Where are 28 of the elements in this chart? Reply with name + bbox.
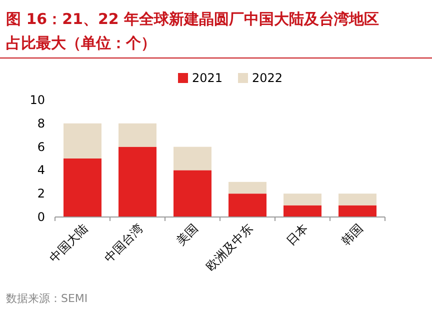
x-tick-label: 欧洲及中东 [203, 221, 256, 274]
bar [228, 194, 266, 217]
x-tick-label: 韩国 [338, 221, 366, 248]
x-tick-label: 中国台湾 [102, 221, 146, 266]
bar [338, 205, 376, 217]
bar [118, 123, 156, 147]
bar [118, 146, 156, 217]
y-tick-label: 2 [37, 186, 45, 201]
bar [64, 123, 102, 158]
bar [64, 158, 102, 217]
y-tick-label: 10 [30, 93, 45, 107]
y-tick-label: 8 [37, 116, 45, 130]
x-tick-label: 美国 [174, 221, 201, 248]
legend-label: 2021 [192, 71, 223, 85]
title: 图 16：21、22 年全球新建晶圆厂中国大陆及台湾地区占比最大（单位：个） [6, 10, 380, 52]
bar [228, 182, 266, 194]
bar [284, 205, 322, 217]
y-tick-label: 4 [37, 163, 45, 178]
bar [338, 194, 376, 206]
y-tick-label: 6 [37, 140, 45, 154]
x-tick-label: 日本 [284, 221, 311, 248]
bar [174, 146, 212, 170]
bar [174, 170, 212, 217]
y-tick-label: 0 [37, 210, 45, 224]
x-tick-label: 中国大陆 [46, 221, 91, 266]
source-note: 数据来源：SEMI [6, 292, 88, 305]
bar [284, 194, 322, 206]
legend-label: 2022 [252, 71, 283, 85]
